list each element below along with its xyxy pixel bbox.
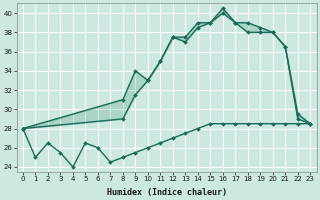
- X-axis label: Humidex (Indice chaleur): Humidex (Indice chaleur): [107, 188, 227, 197]
